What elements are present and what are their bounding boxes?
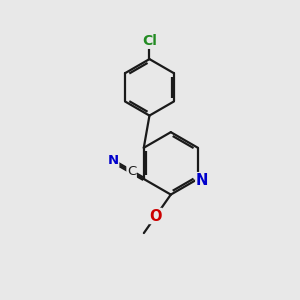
Text: N: N xyxy=(108,154,119,167)
Text: Cl: Cl xyxy=(142,34,157,48)
Text: N: N xyxy=(196,173,208,188)
Text: C: C xyxy=(127,166,136,178)
Text: O: O xyxy=(150,208,162,224)
